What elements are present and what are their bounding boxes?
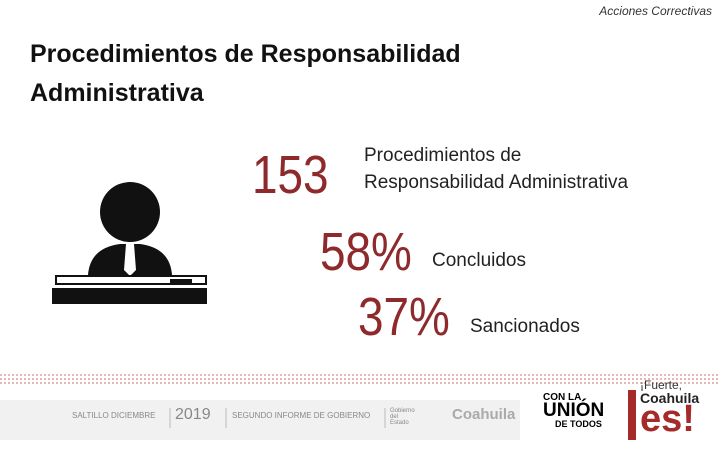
slogan: CON LA [543, 392, 582, 403]
stat-label: Concluidos [432, 250, 526, 271]
brand: ¡Fuerte, [640, 378, 683, 392]
stat-label: Procedimientos de [364, 145, 522, 166]
stat-number: 58% [320, 222, 412, 282]
footer-text: 2019 [175, 406, 211, 423]
slogan: UNIÓN [543, 400, 605, 421]
stat-number: 153 [252, 145, 329, 205]
title-line: Administrativa [30, 79, 204, 107]
stat-label: Responsabilidad Administrativa [364, 172, 629, 193]
title-line: Procedimientos de Responsabilidad [30, 40, 461, 68]
brand: es! [640, 398, 695, 440]
footer-text: Gobierno del Estado [390, 408, 415, 426]
stat-number: 37% [358, 287, 450, 347]
footer-text: Coahuila [452, 406, 516, 423]
footer-text: SEGUNDO INFORME DE GOBIERNO [232, 411, 371, 420]
brand: Coahuila [640, 390, 700, 406]
person-icon [52, 182, 207, 304]
slogan: DE TODOS [555, 419, 602, 429]
stat-label: Sancionados [470, 316, 580, 337]
section-label: Acciones Correctivas [599, 4, 712, 18]
footer-text: SALTILLO DICIEMBRE [72, 411, 156, 420]
footer-band [0, 372, 720, 440]
